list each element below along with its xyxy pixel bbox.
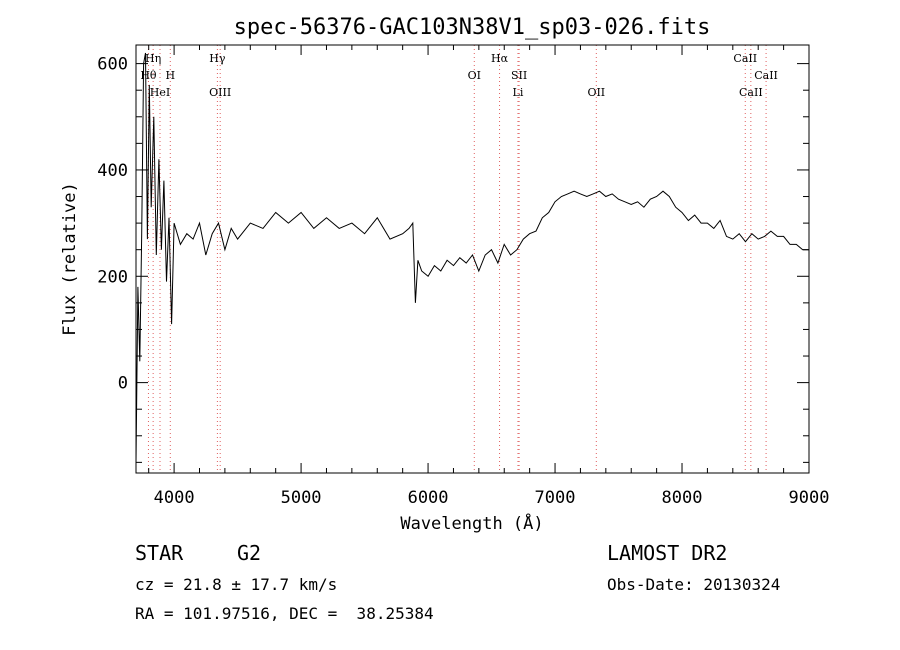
redshift-cz: cz = 21.8 ± 17.7 km/s xyxy=(135,575,338,594)
x-axis-ticks: 4000 5000 6000 7000 8000 9000 xyxy=(148,45,830,508)
spectral-line-label: Hα xyxy=(491,52,509,65)
spectrum-line xyxy=(135,52,809,463)
spectral-line-label: CaII xyxy=(754,69,778,82)
y-axis-ticks: 0 200 400 600 xyxy=(97,55,809,463)
spectral-line-label: OIII xyxy=(209,86,231,99)
object-class: STAR xyxy=(135,541,184,565)
spectral-line-label: CaII xyxy=(733,52,757,65)
survey-name: LAMOST DR2 xyxy=(607,541,728,565)
spectral-line-label: CaII xyxy=(739,86,763,99)
spectral-line-label: Li xyxy=(513,86,524,99)
x-tick-label: 5000 xyxy=(281,488,322,508)
y-tick-label: 200 xyxy=(97,267,128,287)
object-subclass: G2 xyxy=(237,541,262,565)
spectral-line-label: SII xyxy=(511,69,527,82)
spectral-line-label: OI xyxy=(468,69,481,82)
y-tick-label: 400 xyxy=(97,161,128,181)
spectral-line-label: Hη xyxy=(145,52,161,65)
plot-frame xyxy=(135,44,810,474)
spectral-line-label: H xyxy=(165,69,175,82)
x-axis-label: Wavelength (Å) xyxy=(400,512,543,534)
spectral-line-label: Hθ xyxy=(140,69,157,82)
x-tick-label: 8000 xyxy=(662,488,703,508)
spectral-line-label: OII xyxy=(587,86,605,99)
spectral-line-label: HeI xyxy=(150,86,170,99)
x-tick-label: 4000 xyxy=(154,488,195,508)
y-tick-label: 600 xyxy=(97,55,128,75)
x-tick-label: 7000 xyxy=(535,488,576,508)
observation-date: Obs-Date: 20130324 xyxy=(607,575,781,594)
coordinates: RA = 101.97516, DEC = 38.25384 xyxy=(135,604,434,623)
x-tick-label: 6000 xyxy=(408,488,449,508)
y-axis-label: Flux (relative) xyxy=(60,182,80,336)
x-tick-label: 9000 xyxy=(789,488,830,508)
y-tick-label: 0 xyxy=(118,374,128,394)
spectral-line-label: Hγ xyxy=(209,52,226,65)
spectral-line-markers xyxy=(147,45,767,473)
chart-title: spec-56376-GAC103N38V1_sp03-026.fits xyxy=(234,15,711,40)
